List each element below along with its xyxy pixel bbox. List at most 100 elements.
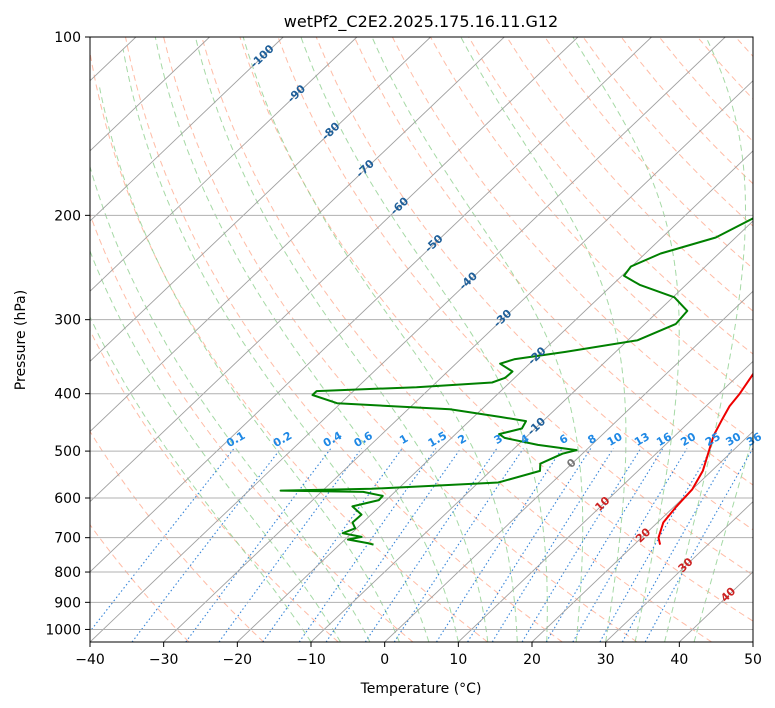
mixing-ratio-line	[599, 448, 713, 642]
dry-adiabat	[697, 37, 753, 100]
dry-adiabat	[163, 37, 638, 642]
mixing-ratio-label: 36	[744, 430, 764, 449]
plot-frame	[89, 36, 754, 643]
dry-adiabat	[544, 37, 753, 270]
isotherm	[90, 37, 579, 503]
isotherm	[163, 80, 753, 642]
y-tick-label: 400	[54, 387, 81, 403]
moist-adiabat	[122, 49, 430, 642]
moist-adiabat	[242, 37, 518, 642]
mixing-ratio-line	[621, 448, 733, 642]
isotherm	[90, 37, 210, 152]
chart-title: wetPf2_C2E2.2025.175.16.11.G12	[284, 12, 558, 32]
moist-adiabat	[572, 37, 680, 642]
dry-adiabat	[201, 37, 712, 642]
dry-adiabat	[735, 37, 753, 58]
mixing-ratio-label: 6	[557, 432, 570, 447]
isotherm	[90, 37, 726, 642]
x-tick-label: 10	[449, 652, 467, 668]
dry-adiabat	[468, 37, 753, 355]
mixing-ratio-label: 30	[724, 430, 744, 449]
mixing-ratio-label: 3	[492, 432, 505, 447]
background-lines	[0, 37, 753, 642]
dry-adiabat	[620, 37, 753, 185]
isotherm	[90, 37, 505, 433]
y-tick-label: 600	[54, 491, 81, 507]
moist-adiabat	[194, 37, 489, 642]
moist-adiabat	[693, 434, 753, 642]
isotherm	[90, 37, 431, 362]
dry-adiabat	[125, 37, 563, 642]
y-tick-label: 100	[54, 30, 81, 46]
mixing-ratio-label: 1	[397, 432, 410, 447]
x-tick-label: 40	[670, 652, 688, 668]
isotherm	[310, 220, 753, 642]
moist-adiabat	[664, 37, 746, 642]
isotherm	[679, 571, 753, 642]
mixing-ratio-line	[393, 448, 524, 642]
line-labels: -100-90-80-70-60-50-40-30-20-10010203040…	[224, 42, 764, 605]
moist-adiabat	[371, 37, 584, 642]
x-tick-label: 0	[380, 652, 389, 668]
x-tick-label: 30	[597, 652, 615, 668]
y-tick-label: 800	[54, 565, 81, 581]
moist-adiabat	[460, 37, 627, 642]
isotherm	[0, 37, 62, 642]
isotherm	[384, 290, 753, 642]
y-tick-label: 1000	[45, 622, 81, 638]
mixing-ratio-line	[572, 448, 688, 642]
moist-adiabat	[90, 165, 371, 642]
x-tick-label: 50	[744, 652, 762, 668]
dry-adiabat	[506, 37, 753, 312]
x-tick-label: −30	[149, 652, 179, 668]
dry-adiabat	[90, 49, 488, 642]
x-axis-label: Temperature (°C)	[360, 681, 482, 697]
isotherm-label: -100	[248, 42, 277, 71]
profiles	[279, 217, 753, 546]
mixing-ratio-line	[435, 448, 563, 642]
mixing-ratio-line	[467, 448, 592, 642]
isotherm	[605, 501, 753, 642]
mixing-ratio-line	[521, 448, 642, 642]
mixing-ratio-label: 20	[678, 430, 698, 449]
mixing-ratio-line	[131, 448, 282, 642]
mixing-ratio-line	[90, 448, 235, 633]
isotherm	[752, 641, 753, 642]
temperature-profile	[657, 371, 753, 545]
mixing-ratio-label: 1.5	[426, 429, 449, 450]
y-tick-label: 700	[54, 531, 81, 547]
x-tick-label: −40	[75, 652, 105, 668]
moist-adiabat	[90, 249, 341, 642]
isotherm	[531, 430, 753, 642]
y-tick-label: 900	[54, 595, 81, 611]
isotherm	[90, 37, 284, 222]
x-axis: −40 −30 −20 −10 0 10 20 30 40 50	[75, 642, 762, 668]
isotherm	[458, 360, 753, 642]
mixing-ratio-line	[262, 448, 403, 642]
y-tick-label: 500	[54, 444, 81, 460]
y-axis: 100 200 300 400 500 600 700 800 900 1000	[45, 30, 90, 638]
moist-adiabat	[154, 37, 459, 642]
y-tick-label: 200	[54, 208, 81, 224]
dry-adiabat	[430, 37, 753, 398]
dewpoint-profile	[279, 217, 753, 546]
moist-adiabat	[98, 83, 400, 642]
x-tick-label: −20	[223, 652, 253, 668]
mixing-ratio-label: 10	[605, 430, 625, 449]
dry-adiabat	[90, 212, 414, 642]
isotherm	[90, 37, 358, 292]
isotherm	[90, 37, 652, 573]
mixing-ratio-label: 13	[632, 430, 652, 449]
dry-adiabat	[391, 37, 753, 442]
mixing-ratio-label: 0.1	[224, 429, 247, 450]
dry-adiabat	[277, 37, 753, 576]
mixing-ratio-line	[298, 448, 437, 642]
mixing-ratio-label: 16	[654, 430, 674, 449]
dry-adiabat	[353, 37, 753, 486]
x-tick-label: −10	[296, 652, 326, 668]
dry-adiabat	[582, 37, 753, 227]
mixing-ratio-label: 0.6	[352, 429, 376, 450]
y-tick-label: 300	[54, 313, 81, 329]
dry-adiabat	[90, 329, 339, 642]
